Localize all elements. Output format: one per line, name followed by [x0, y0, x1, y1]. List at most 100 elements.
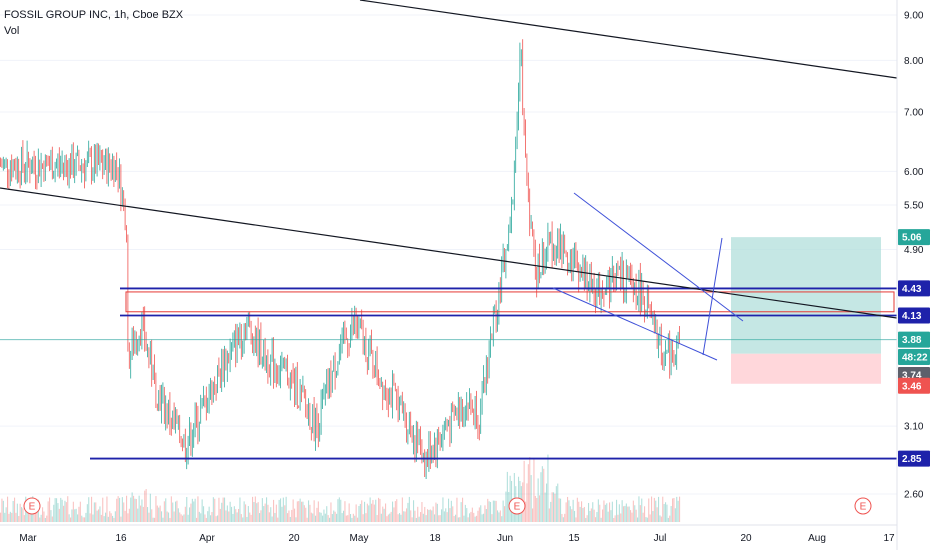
price-tick-label: 7.00 — [904, 107, 924, 118]
volume-bar — [456, 497, 458, 522]
price-badge-label: 3.46 — [902, 381, 922, 392]
time-tick-label: 18 — [429, 533, 441, 544]
volume-bar — [403, 511, 405, 522]
symbol-title: FOSSIL GROUP INC, 1h, Cboe BZX — [4, 9, 184, 21]
volume-bar — [502, 500, 504, 522]
volume-bar — [417, 506, 419, 522]
volume-bar — [379, 498, 381, 522]
volume-bar — [443, 511, 445, 522]
volume-bar — [243, 501, 245, 522]
volume-bar — [131, 492, 133, 522]
volume-bar — [658, 496, 660, 522]
volume-bar — [442, 497, 444, 522]
volume-bar — [406, 508, 408, 522]
volume-bar — [67, 496, 69, 522]
volume-bar — [450, 500, 452, 522]
volume-bar — [18, 516, 20, 522]
volume-bar — [117, 496, 119, 522]
volume-bar — [625, 503, 627, 522]
volume-bar — [187, 514, 189, 522]
volume-bar — [172, 502, 174, 522]
volume-bar — [425, 515, 427, 522]
volume-bar — [140, 505, 142, 522]
volume-bar — [352, 513, 354, 522]
volume-bar — [4, 512, 6, 522]
price-badge-label: 48:22 — [902, 353, 928, 364]
volume-bar — [481, 514, 483, 522]
volume-bar — [448, 498, 450, 522]
volume-bar — [166, 511, 168, 522]
volume-bar — [224, 497, 226, 522]
price-badge-label: 3.88 — [902, 335, 922, 346]
time-tick-label: Mar — [19, 533, 37, 544]
volume-bar — [256, 503, 258, 522]
volume-bar — [264, 503, 266, 522]
volume-bar — [156, 505, 158, 522]
volume-bar — [434, 514, 436, 522]
volume-bar — [266, 497, 268, 522]
volume-bar — [61, 499, 63, 522]
volume-bar — [645, 517, 647, 522]
volume-bar — [501, 516, 503, 522]
price-badge-label: 3.74 — [902, 371, 922, 382]
volume-bar — [634, 505, 636, 522]
volume-bar — [210, 515, 212, 522]
volume-bar — [418, 516, 420, 522]
volume-bar — [175, 501, 177, 522]
volume-bar — [354, 515, 356, 522]
volume-bar — [466, 508, 468, 522]
volume-bar — [222, 497, 224, 522]
volume-bar — [537, 478, 539, 522]
volume-bar — [641, 498, 643, 522]
volume-bar — [106, 496, 108, 522]
volume-bar — [305, 507, 307, 522]
volume-bar — [541, 466, 543, 522]
volume-bar — [263, 506, 265, 522]
volume-bar — [568, 500, 570, 522]
volume-bar — [504, 506, 506, 522]
volume-bar — [396, 499, 398, 522]
volume-bar — [588, 502, 590, 522]
volume-bar — [193, 501, 195, 522]
volume-bar — [539, 495, 541, 522]
volume-bar — [47, 501, 49, 522]
volume-bar — [217, 515, 219, 522]
volume-bar — [320, 512, 322, 522]
volume-bar — [212, 497, 214, 522]
volume-bar — [546, 483, 548, 522]
volume-bar — [259, 513, 261, 522]
volume-bar — [579, 506, 581, 522]
volume-bar — [404, 511, 406, 522]
volume-bar — [205, 517, 207, 522]
volume-bar — [75, 508, 77, 522]
volume-bar — [532, 508, 534, 522]
volume-bar — [397, 514, 399, 522]
volume-bar — [533, 458, 535, 522]
volume-bar — [652, 511, 654, 522]
price-badge — [898, 377, 930, 394]
volume-bar — [498, 512, 500, 522]
volume-bar — [315, 515, 317, 522]
volume-bar — [309, 504, 311, 522]
volume-bar — [574, 510, 576, 522]
volume-bar — [148, 512, 150, 522]
volume-bar — [33, 507, 35, 522]
volume-bar — [547, 454, 549, 522]
volume-bar — [477, 510, 479, 522]
wedge-upper-line — [573, 192, 744, 322]
volume-bar — [317, 501, 319, 522]
volume-bar — [72, 501, 74, 522]
volume-bar — [197, 496, 199, 522]
volume-bar — [572, 499, 574, 522]
volume-bar — [525, 501, 527, 522]
wedge-lower-line — [552, 287, 718, 361]
volume-bar — [509, 475, 511, 522]
volume-bar — [133, 495, 135, 522]
volume-bar — [58, 508, 60, 522]
volume-bar — [555, 486, 557, 522]
volume-bar — [214, 498, 216, 522]
volume-bar — [470, 511, 472, 522]
volume-bar — [644, 506, 646, 522]
volume-bar — [506, 471, 508, 522]
